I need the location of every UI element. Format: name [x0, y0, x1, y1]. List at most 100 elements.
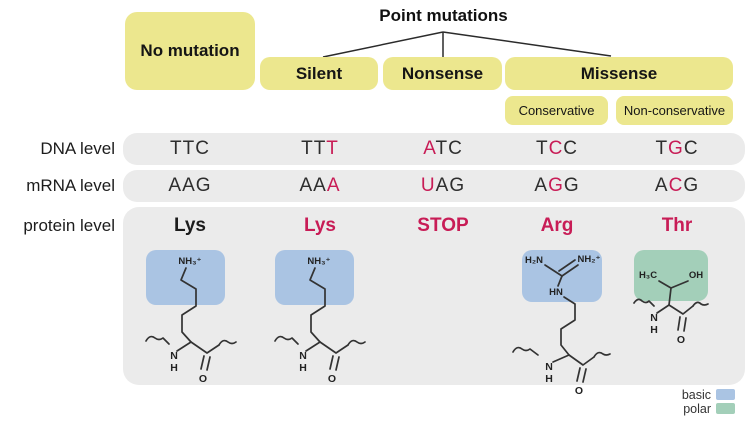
legend-item-polar: polar: [600, 401, 735, 416]
row-label-mrna: mRNA level: [26, 176, 115, 195]
hydrogen-label: H: [299, 362, 307, 374]
polar-color-swatch: [716, 403, 735, 414]
codon-letter: A: [654, 175, 669, 196]
right-amine-label: NH₂⁺: [578, 254, 601, 265]
row-label-protein: protein level: [23, 216, 115, 235]
codon-letter: A: [168, 175, 183, 196]
codon-letter: A: [313, 175, 327, 196]
box-non-conservative: Non-conservative: [616, 96, 733, 125]
left-amine-label: H₂N: [525, 255, 543, 266]
imino-label: HN: [549, 287, 563, 298]
codon-letter: G: [683, 175, 700, 196]
row-label-dna: DNA level: [40, 139, 115, 158]
carbonyl-bond: [668, 304, 694, 315]
codon-letter: T: [313, 138, 327, 159]
side-chain-bonds: [180, 267, 197, 343]
mrna-codon-nonsense: UAG: [398, 174, 488, 198]
codon-letter: G: [563, 175, 580, 196]
double-bond-oxygen: [200, 355, 211, 371]
box-no-mutation: No mutation: [125, 12, 255, 90]
arginine-structure: H₂N NH₂⁺ HN N H O: [512, 250, 611, 395]
carbonyl-bond: [568, 354, 595, 366]
guanidinium-double-bond: [558, 259, 579, 277]
basic-highlight-box: [146, 250, 225, 305]
legend-label: basic: [681, 387, 711, 402]
page-title: Point mutations: [379, 6, 508, 25]
right-wavy-bond: [692, 301, 709, 307]
protein-label-non-conservative: Thr: [661, 215, 693, 236]
codon-letter: C: [668, 175, 684, 196]
nitrogen-label: N: [650, 312, 658, 324]
mrna-level-bar: [123, 170, 745, 202]
double-bond-oxygen: [576, 367, 587, 383]
hydroxyl-label: OH: [689, 270, 703, 281]
codon-letter: T: [301, 138, 314, 159]
side-chain-bonds: [309, 267, 326, 343]
polar-highlight-box: [634, 250, 708, 301]
mrna-codon-non-conservative: ACG: [632, 174, 722, 198]
legend-item-basic: basic: [600, 387, 735, 402]
codon-letter: A: [534, 175, 549, 196]
legend-label: polar: [683, 401, 711, 416]
codon-letter: A: [435, 175, 450, 196]
mrna-codon-silent: AAA: [275, 174, 365, 198]
dna-level-bar: [123, 133, 745, 165]
protein-label-no-mutation: Lys: [173, 215, 207, 236]
double-bond-oxygen: [677, 316, 687, 332]
codon-letter: C: [195, 138, 210, 159]
codon-letter: G: [548, 175, 564, 196]
codon-letter: A: [423, 138, 436, 159]
legend: basic polar: [600, 388, 735, 416]
dna-codon-silent: TTT: [275, 137, 365, 161]
codon-letter: G: [195, 175, 212, 196]
codon-letter: U: [420, 175, 436, 196]
dna-codon-conservative: TCC: [512, 137, 602, 161]
protein-label-silent: Lys: [303, 215, 337, 236]
codon-letter: T: [182, 138, 196, 159]
left-wavy-bond: [633, 298, 655, 307]
codon-letter: C: [548, 138, 564, 159]
codon-letter: T: [435, 138, 449, 159]
carbonyl-bond: [319, 341, 349, 354]
side-group-bonds: [658, 280, 689, 289]
guanidinium-bond: [544, 264, 563, 277]
codon-letter: G: [449, 175, 466, 196]
dna-codon-nonsense: ATC: [398, 137, 488, 161]
left-wavy-bond: [145, 335, 170, 345]
box-silent: Silent: [260, 57, 378, 90]
left-wavy-bond: [512, 346, 539, 356]
protein-label-conservative: Arg: [540, 215, 574, 236]
nitrogen-label: N: [545, 361, 553, 373]
protein-label-nonsense: STOP: [417, 215, 469, 236]
hydrogen-label: H: [170, 362, 178, 374]
lysine-structure: NH₃⁺ N H O: [145, 250, 237, 383]
alpha-n-bond: [552, 354, 570, 363]
alpha-n-bond: [305, 341, 321, 352]
methyl-label: H₃C: [639, 270, 657, 281]
box-missense: Missense: [505, 57, 733, 90]
beta-alpha-bond: [668, 287, 672, 306]
box-nonsense: Nonsense: [383, 57, 502, 90]
double-bond-oxygen: [329, 355, 340, 371]
box-conservative: Conservative: [505, 96, 608, 125]
amine-group-label: NH₃⁺: [307, 256, 330, 267]
lysine-structure: NH₃⁺ N H O: [274, 250, 366, 383]
codon-letter: T: [326, 138, 339, 159]
alpha-n-bond: [656, 304, 670, 314]
left-wavy-bond: [274, 335, 299, 345]
dna-codon-non-conservative: TGC: [632, 137, 722, 161]
oxygen-label: O: [677, 334, 685, 346]
codon-letter: G: [668, 138, 684, 159]
hydrogen-label: H: [650, 324, 658, 336]
imino-bond: [557, 275, 563, 287]
codon-letter: A: [326, 175, 341, 196]
oxygen-label: O: [575, 385, 583, 395]
basic-highlight-box: [275, 250, 354, 305]
nitrogen-label: N: [299, 350, 307, 362]
nitrogen-label: N: [170, 350, 178, 362]
threonine-structure: H₃C OH N H O: [633, 250, 709, 346]
connector-line-missense: [442, 31, 612, 57]
oxygen-label: O: [199, 373, 207, 383]
codon-letter: C: [448, 138, 463, 159]
